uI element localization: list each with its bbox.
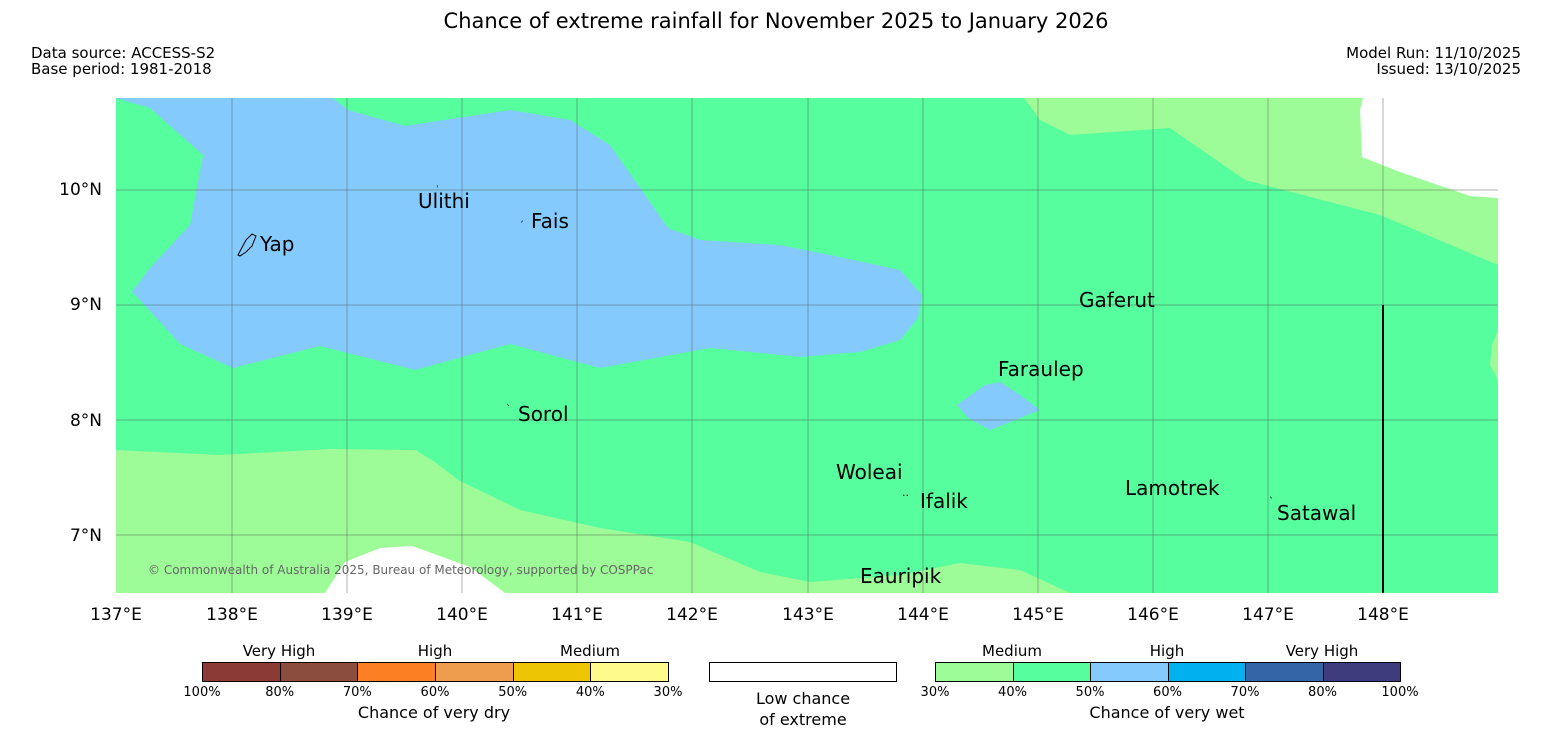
wet-tick-1: 40% (998, 685, 1027, 700)
dry-swatch-1 (279, 662, 359, 682)
region-medium-east-edge (1490, 330, 1498, 380)
dot-satawal: ˎ (1269, 488, 1274, 499)
lon-label-5: 142°E (666, 605, 718, 625)
label-lamotrek: Lamotrek (1125, 476, 1220, 500)
lon-label-0: 137°E (90, 605, 142, 625)
lon-label-8: 145°E (1012, 605, 1064, 625)
issued-date: Issued: 13/10/2025 (1376, 60, 1521, 78)
dry-swatch-2 (357, 662, 436, 682)
label-faraulep: Faraulep (998, 357, 1084, 381)
low-chance-swatch (709, 662, 897, 682)
lat-label-10n: 10°N (59, 180, 102, 200)
yap-island-shape (237, 233, 257, 257)
dry-swatch-3 (435, 662, 514, 682)
lon-label-10: 147°E (1242, 605, 1294, 625)
meta-left: Data source: ACCESS-S2 Base period: 1981… (31, 45, 215, 77)
label-sorol: Sorol (518, 402, 569, 426)
dry-tick-2: 70% (342, 685, 372, 700)
label-gaferut: Gaferut (1079, 288, 1155, 312)
dry-tick-6: 30% (653, 685, 683, 700)
wet-tick-0: 30% (920, 685, 950, 700)
region-medium-northeast (1024, 98, 1498, 265)
low-caption-line2: of extreme (759, 710, 847, 729)
wet-tick-2: 50% (1075, 685, 1105, 700)
dry-header-medium: Medium (560, 642, 620, 660)
lon-label-9: 146°E (1127, 605, 1179, 625)
lat-label-7n: 7°N (70, 526, 102, 546)
lon-label-3: 140°E (436, 605, 488, 625)
wet-swatch-3 (1167, 662, 1246, 682)
copyright-notice: © Commonwealth of Australia 2025, Bureau… (148, 563, 653, 577)
lon-label-6: 143°E (782, 605, 834, 625)
dry-swatch-4 (512, 662, 592, 682)
region-low-northeast (1360, 98, 1498, 198)
meta-right: Model Run: 11/10/2025 Issued: 13/10/2025 (1346, 45, 1521, 77)
wet-caption: Chance of very wet (1089, 703, 1245, 722)
wet-header-high: High (1149, 642, 1185, 660)
lon-label-4: 141°E (551, 605, 603, 625)
map-gridlines (116, 98, 1498, 593)
wet-tick-6: 100% (1381, 685, 1419, 700)
dry-tick-3: 60% (420, 685, 450, 700)
data-source: Data source: ACCESS-S2 (31, 44, 216, 62)
dry-tick-5: 40% (575, 685, 605, 700)
low-caption-line1: Low chance (755, 689, 851, 708)
dry-tick-4: 50% (498, 685, 528, 700)
dry-caption: Chance of very dry (357, 703, 511, 722)
wet-tick-4: 70% (1230, 685, 1260, 700)
lat-label-8n: 8°N (70, 411, 102, 431)
chart-title: Chance of extreme rainfall for November … (443, 9, 1109, 33)
lon-axis-labels: 137°E 138°E 139°E 140°E 141°E 142°E 143°E 144°E… (90, 605, 1409, 625)
label-eauripik: Eauripik (860, 564, 942, 588)
base-period: Base period: 1981-2018 (31, 60, 212, 78)
wet-tick-3: 60% (1153, 685, 1182, 700)
dry-swatch-0 (202, 662, 281, 682)
lon-label-1: 138°E (206, 605, 258, 625)
wet-tick-5: 80% (1308, 685, 1337, 700)
wet-swatch-5 (1322, 662, 1401, 682)
wet-header-medium: Medium (982, 642, 1042, 660)
wet-swatch-4 (1245, 662, 1324, 682)
label-ulithi: Ulithi (418, 189, 470, 213)
label-woleai: Woleai (836, 460, 903, 484)
dry-header-very-high: Very High (242, 642, 316, 660)
dot-ifalik: .. (902, 486, 909, 499)
dot-sorol: ˋ (506, 403, 511, 415)
label-ifalik: Ifalik (920, 489, 968, 513)
lon-label-11: 148°E (1357, 605, 1409, 625)
wet-swatch-0 (935, 662, 1014, 682)
dot-ulithi: ˈ (436, 185, 438, 195)
wet-swatch-2 (1090, 662, 1169, 682)
label-yap: Yap (259, 232, 294, 256)
dry-tick-1: 80% (265, 685, 295, 700)
region-medium-south (116, 449, 1070, 593)
dry-swatch-5 (590, 662, 669, 682)
region-blue-faraulep (957, 382, 1040, 430)
dry-header-high: High (417, 642, 453, 660)
dot-fais: ˏ (519, 212, 524, 223)
place-labels: Ulithi Fais Yap Gaferut Faraulep Sorol W… (259, 189, 1356, 588)
lon-label-7: 144°E (897, 605, 949, 625)
wet-swatch-1 (1012, 662, 1091, 682)
map-regions (116, 98, 1498, 593)
dry-tick-0: 100% (183, 685, 221, 700)
region-low-south (325, 546, 505, 593)
label-fais: Fais (531, 209, 569, 233)
lat-axis-labels: 10°N 9°N 8°N 7°N (59, 180, 102, 546)
region-blue-north (116, 98, 922, 370)
lon-label-2: 139°E (321, 605, 373, 625)
label-satawal: Satawal (1277, 501, 1356, 525)
wet-header-very-high: Very High (1285, 642, 1359, 660)
lat-label-9n: 9°N (70, 295, 102, 315)
model-run: Model Run: 11/10/2025 (1346, 44, 1521, 62)
